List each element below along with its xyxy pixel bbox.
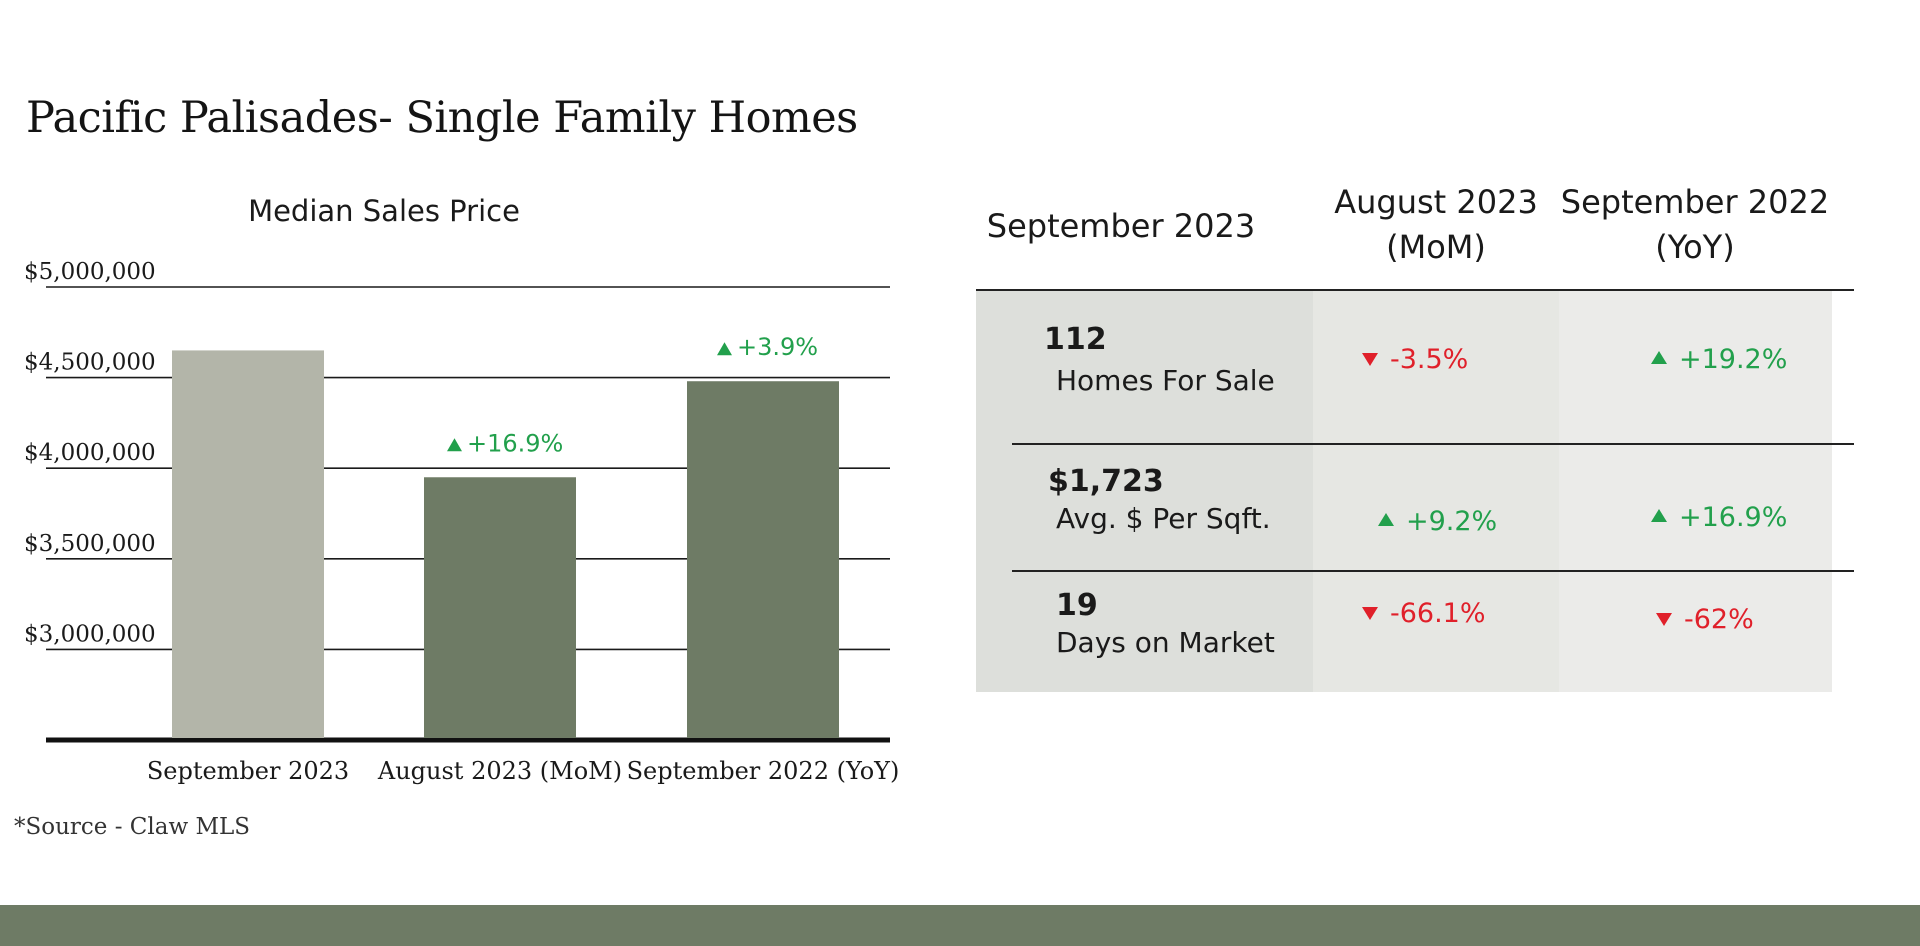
header-mom: August 2023 (MoM) bbox=[1296, 180, 1576, 270]
days-on-market-yoy-value: -62% bbox=[1684, 604, 1754, 635]
footer-band bbox=[0, 905, 1920, 946]
up-arrow-icon bbox=[1651, 351, 1667, 364]
homes-for-sale-yoy-change: +19.2% bbox=[1651, 344, 1787, 375]
header-current: September 2023 bbox=[976, 204, 1266, 249]
homes-for-sale-mom-change: -3.5% bbox=[1362, 344, 1468, 375]
median-price-bar-chart: $3,000,000 $3,500,000 $4,000,000 $4,500,000… bbox=[24, 259, 899, 785]
homes-for-sale-value: 112 bbox=[1044, 322, 1107, 357]
days-on-market-mom-value: -66.1% bbox=[1390, 598, 1486, 629]
avg-price-sqft-yoy-change: +16.9% bbox=[1651, 502, 1787, 533]
up-arrow-icon bbox=[1651, 509, 1667, 522]
y-tick-label-0: $3,000,000 bbox=[24, 621, 156, 647]
days-on-market-value: 19 bbox=[1056, 588, 1098, 623]
x-category-label-2: September 2022 (YoY) bbox=[627, 757, 900, 785]
chart-title: Median Sales Price bbox=[248, 194, 520, 228]
bar-2 bbox=[687, 381, 839, 738]
down-arrow-icon bbox=[1362, 607, 1378, 620]
y-tick-label-1: $3,500,000 bbox=[24, 531, 156, 557]
page-title: Pacific Palisades- Single Family Homes bbox=[26, 92, 858, 143]
market-stats-table: September 2023 August 2023 (MoM) Septemb… bbox=[976, 180, 1856, 692]
days-on-market-yoy-change: -62% bbox=[1656, 604, 1754, 635]
days-on-market-mom-change: -66.1% bbox=[1362, 598, 1486, 629]
bar-data-label-1: +16.9% bbox=[467, 429, 563, 457]
y-tick-label-2: $4,000,000 bbox=[24, 440, 156, 466]
chart-labels: $3,000,000 $3,500,000 $4,000,000 $4,500,000… bbox=[24, 259, 899, 785]
header-mom-line2: (MoM) bbox=[1386, 227, 1486, 266]
homes-for-sale-mom-value: -3.5% bbox=[1390, 344, 1469, 375]
avg-price-sqft-label: Avg. $ Per Sqft. bbox=[1056, 502, 1271, 535]
avg-price-sqft-yoy-value: +16.9% bbox=[1679, 502, 1788, 533]
bar-0 bbox=[172, 350, 324, 738]
row-divider-2 bbox=[1012, 570, 1854, 572]
homes-for-sale-yoy-value: +19.2% bbox=[1679, 344, 1788, 375]
down-arrow-icon bbox=[1656, 613, 1672, 626]
table-col-bg-mom bbox=[1313, 290, 1559, 692]
header-divider bbox=[976, 289, 1854, 291]
header-mom-line1: August 2023 bbox=[1334, 183, 1538, 221]
y-tick-label-4: $5,000,000 bbox=[24, 259, 156, 285]
source-note: *Source - Claw MLS bbox=[14, 814, 251, 840]
down-arrow-icon bbox=[1362, 353, 1378, 366]
avg-price-sqft-mom-value: +9.2% bbox=[1406, 506, 1498, 537]
bar-data-label-2: +3.9% bbox=[737, 333, 818, 361]
table-col-bg-yoy bbox=[1559, 290, 1832, 692]
days-on-market-label: Days on Market bbox=[1056, 626, 1275, 659]
bar-1 bbox=[424, 477, 576, 738]
x-category-label-1: August 2023 (MoM) bbox=[377, 757, 622, 785]
y-tick-label-3: $4,500,000 bbox=[24, 350, 156, 376]
avg-price-sqft-mom-change: +9.2% bbox=[1378, 506, 1497, 537]
x-category-label-0: September 2023 bbox=[147, 757, 349, 785]
table-col-bg-current bbox=[976, 290, 1313, 692]
avg-price-sqft-value: $1,723 bbox=[1048, 464, 1164, 499]
homes-for-sale-label: Homes For Sale bbox=[1056, 364, 1275, 397]
header-yoy: September 2022 (YoY) bbox=[1560, 180, 1830, 270]
header-yoy-line1: September 2022 bbox=[1560, 183, 1830, 221]
header-yoy-line2: (YoY) bbox=[1655, 227, 1735, 266]
up-arrow-icon bbox=[717, 342, 732, 356]
row-divider-1 bbox=[1012, 443, 1854, 445]
up-arrow-icon bbox=[447, 438, 462, 452]
chart-bars bbox=[172, 350, 839, 738]
up-arrow-icon bbox=[1378, 513, 1394, 526]
header-current-text: September 2023 bbox=[986, 207, 1256, 245]
